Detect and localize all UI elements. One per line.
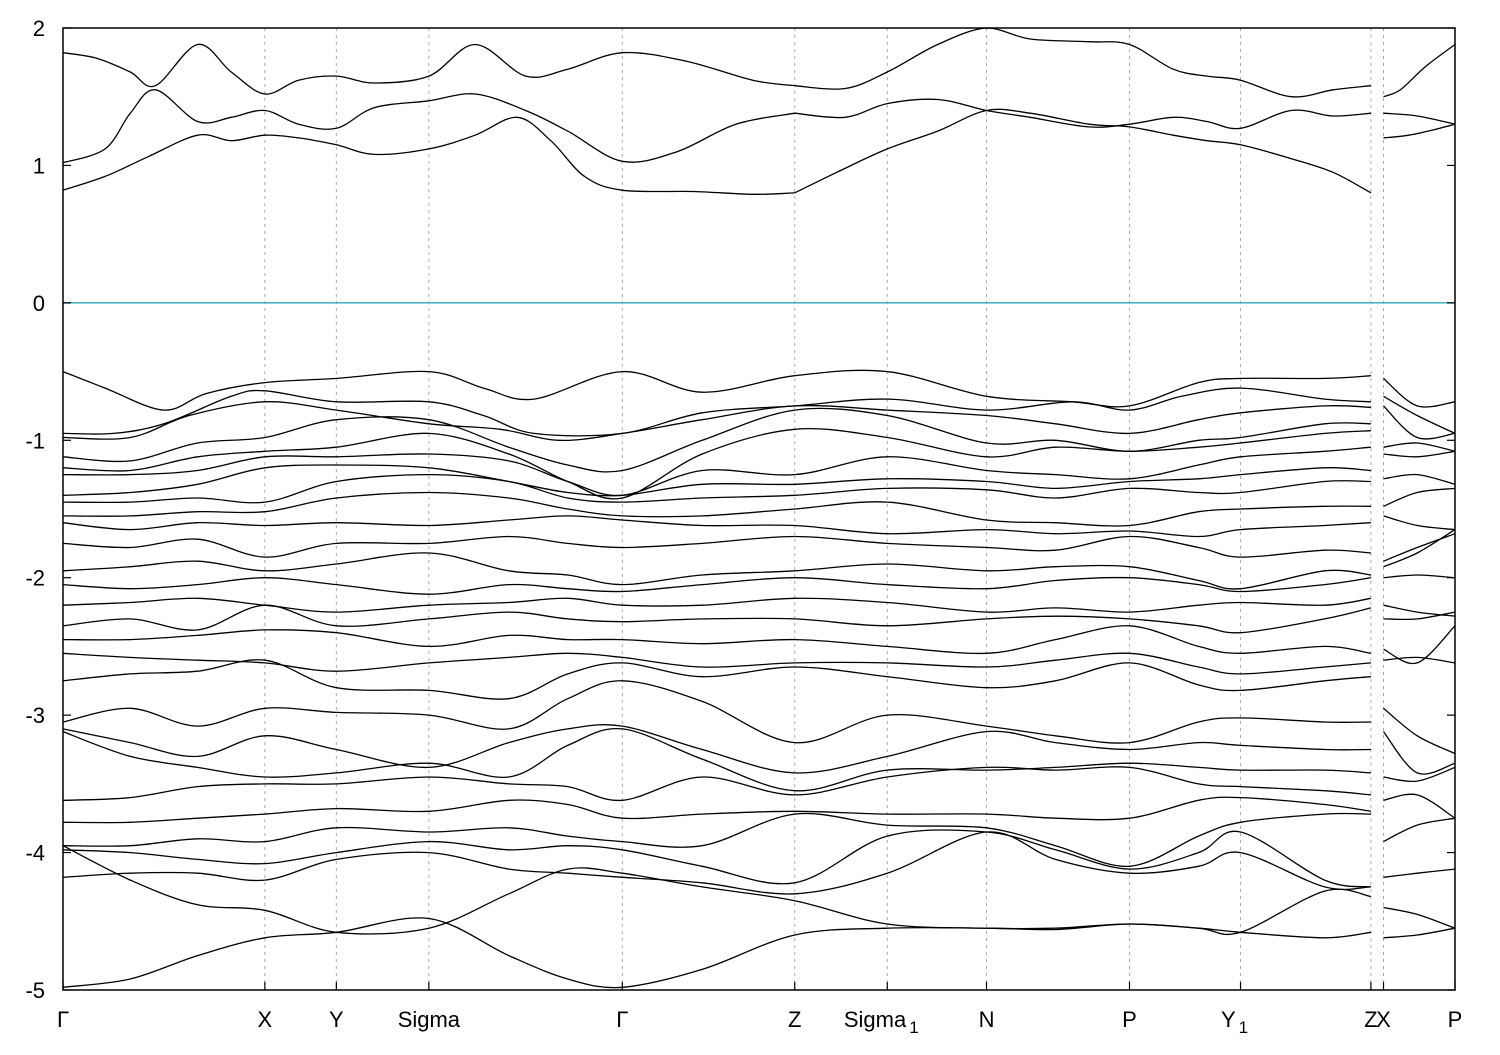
x-tick-label: Sigma 1 [844,1007,919,1037]
band-line [1383,625,1456,665]
y-tick-label: -2 [25,566,45,591]
band-line [62,89,795,164]
y-axis: 2 1 0 -1 -2 -3 -4 -5 [25,16,1455,1003]
y-tick-label: 0 [33,291,45,316]
band-line [1383,377,1456,408]
band-line [62,604,1372,634]
x-tick-label: N [979,1007,995,1032]
band-line [1382,731,1456,775]
band-line [62,407,1371,473]
band-line [1383,604,1456,617]
band-line [62,812,1371,867]
band-line [62,724,1371,774]
band-line [62,401,1371,441]
x-tick-label: P [1448,1007,1463,1032]
band-line [1383,574,1456,579]
band-line [1383,395,1456,434]
x-tick-label: P [1122,1007,1137,1032]
band-line [1383,817,1456,843]
band-line [62,491,1371,527]
x-tick-label: Z [1364,1007,1377,1032]
band-line [62,552,1371,590]
x-tick-label: Z [788,1007,801,1032]
grid-lines [264,28,1385,990]
band-line [62,766,1371,801]
band-line [62,427,1371,500]
band-line [62,727,1371,792]
band-line [1383,906,1456,929]
band-line [1383,112,1456,125]
band-line [62,387,1371,437]
band-lines [62,27,1456,989]
band-line [1383,123,1456,139]
band-line [62,535,1371,558]
band-line [62,845,1372,936]
band-line [1383,766,1456,783]
band-line [1383,43,1456,98]
band-line [1383,515,1456,531]
band-line [62,829,1371,888]
band-line [1383,487,1456,507]
y-tick-label: -3 [25,703,45,728]
band-line [62,796,1371,824]
band-line [1383,450,1456,458]
y-tick-label: 2 [33,16,45,41]
band-line [1383,793,1456,819]
x-tick-label: X [258,1007,273,1032]
band-line [62,446,1371,497]
band-line [1383,927,1456,939]
band-line [1383,656,1456,664]
band-line [1383,533,1456,562]
x-tick-label: Γ [57,1007,69,1032]
band-line [62,659,1371,700]
band-line [1383,868,1456,878]
band-line [1383,442,1456,452]
x-tick-label: X [1376,1007,1391,1032]
band-line [1383,707,1456,755]
band-line [62,576,1372,595]
band-line [794,27,1371,98]
band-line [62,464,1371,497]
band-line [1383,473,1456,485]
band-line [62,625,1371,655]
band-line [62,43,795,95]
band-line [1383,405,1456,440]
band-line [62,917,1371,989]
band-line [62,652,1371,675]
y-tick-label: -1 [25,428,45,453]
band-line [62,473,1371,504]
band-line [1383,611,1456,621]
y-tick-label: 1 [33,153,45,178]
x-tick-label: Sigma [398,1007,461,1032]
band-line [794,108,1372,194]
band-line [62,680,1371,744]
y-tick-label: -5 [25,978,45,1003]
band-line [62,831,1371,895]
band-line [1383,529,1456,568]
band-line [794,98,1371,130]
band-line [62,369,1371,411]
band-line [62,116,795,195]
band-line [62,515,1371,538]
y-tick-label: -4 [25,841,45,866]
plot-frame [62,27,1456,991]
x-axis: Γ X Y Sigma Γ Z Sigma 1 N P Y 1 ZX P [57,982,1462,1037]
x-tick-label: Y [329,1007,344,1032]
x-tick-label: Γ [616,1007,628,1032]
